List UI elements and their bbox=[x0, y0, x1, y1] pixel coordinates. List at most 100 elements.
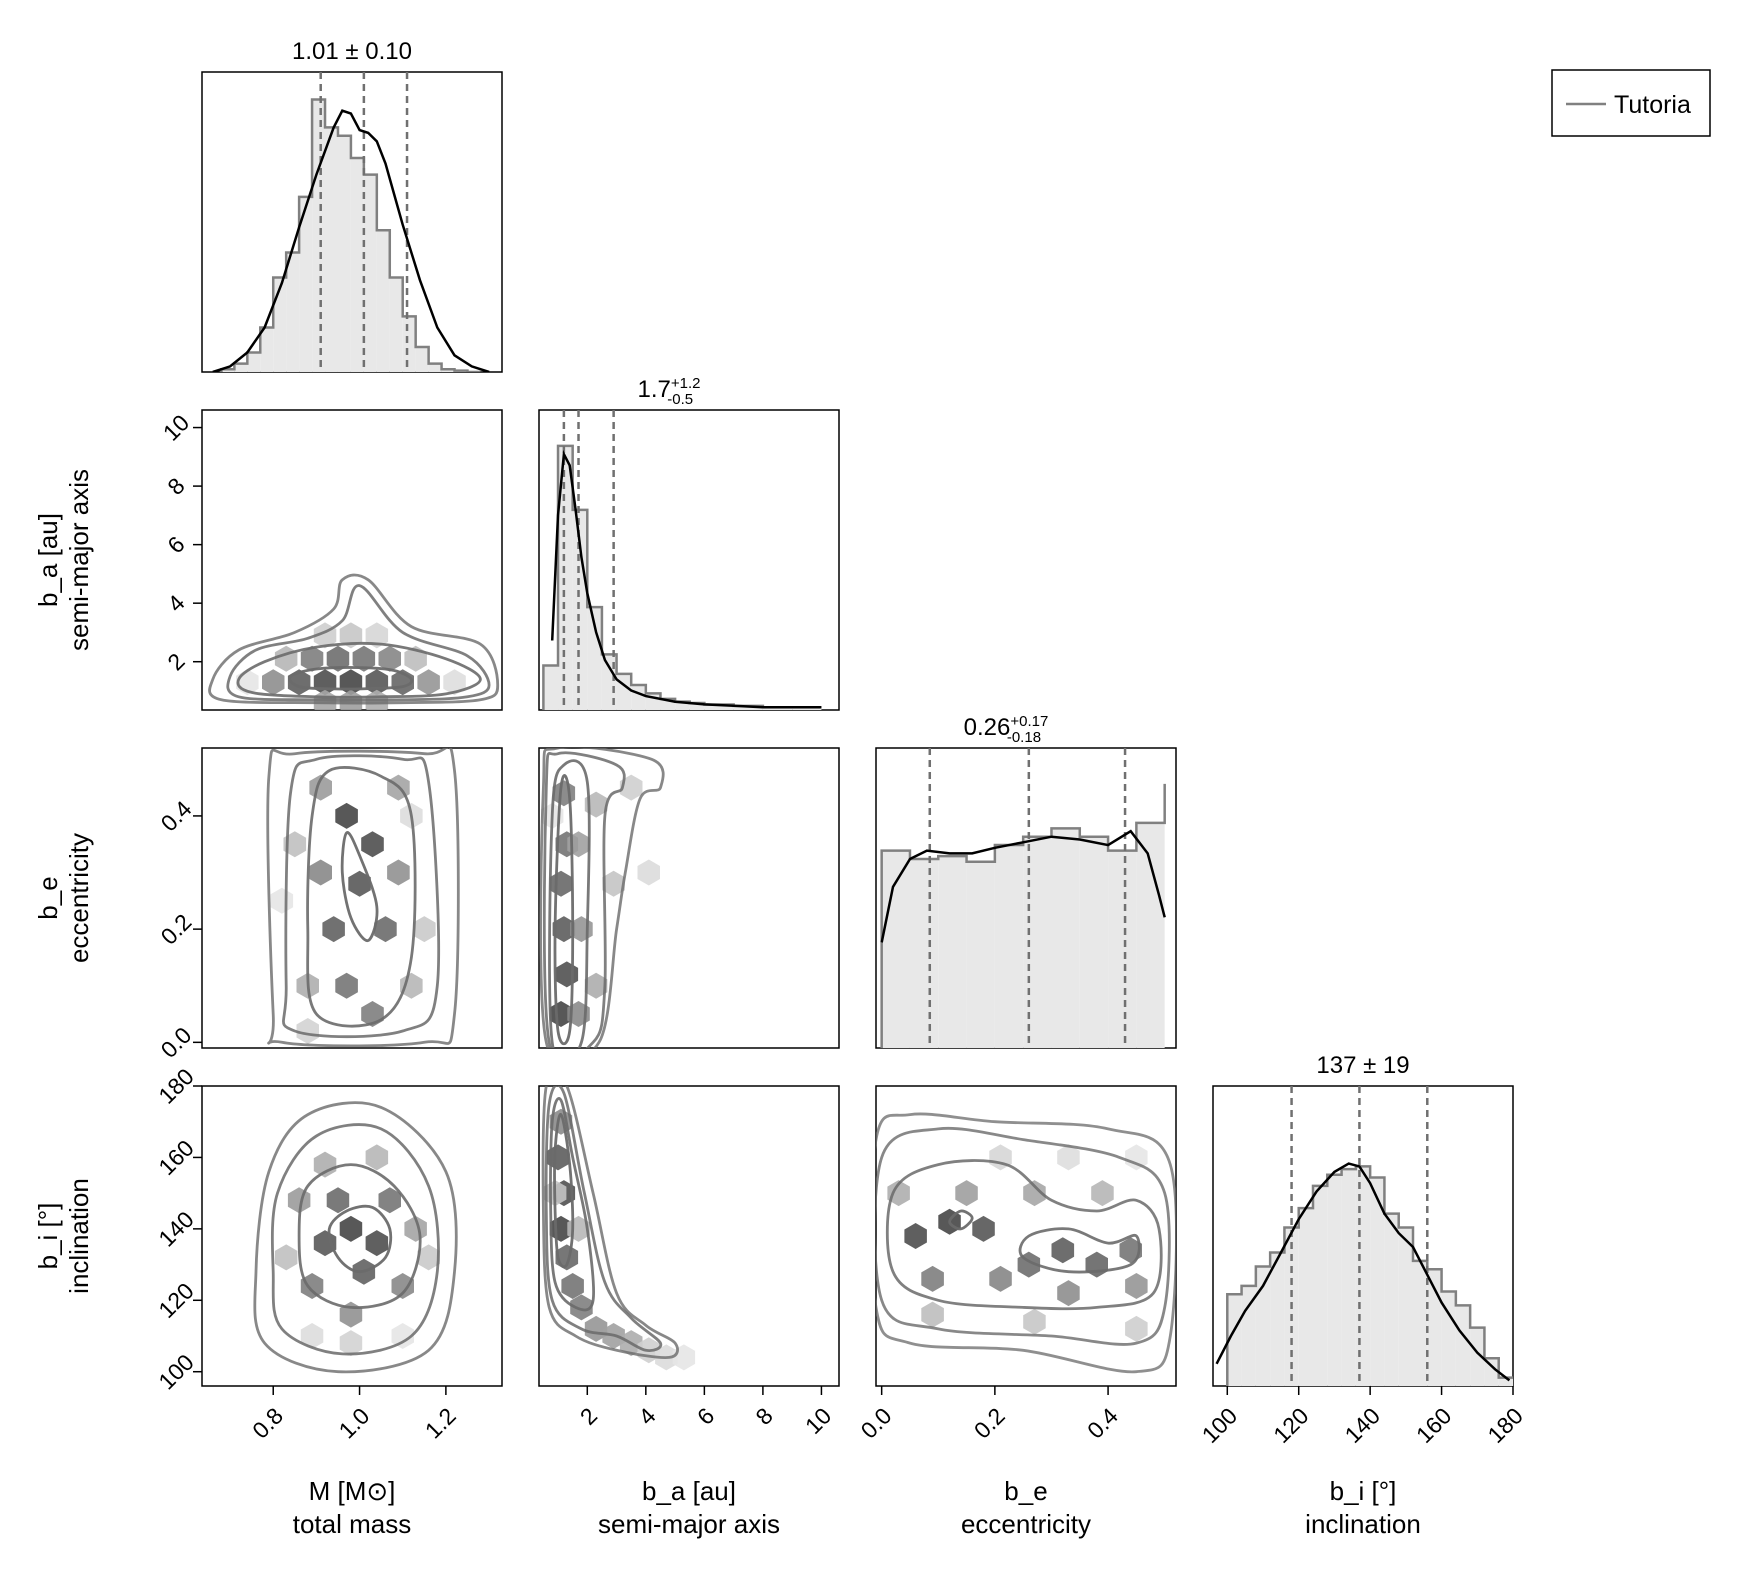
hexbin bbox=[1085, 1251, 1108, 1278]
contour-line bbox=[306, 766, 417, 1028]
hexbin bbox=[417, 669, 440, 696]
panel-title-i: 137 ± 19 bbox=[1316, 1052, 1409, 1079]
hist-bar bbox=[273, 277, 287, 372]
hexbin bbox=[921, 1301, 944, 1328]
x-axis-sublabel: semi-major axis bbox=[598, 1509, 780, 1539]
y-axis-sublabel: inclination bbox=[64, 1178, 94, 1294]
hexbin bbox=[378, 645, 401, 672]
kde-curve bbox=[1215, 1162, 1511, 1382]
hist-bar bbox=[966, 861, 995, 1048]
x-tick-label: 0.0 bbox=[856, 1403, 897, 1444]
contour-line bbox=[282, 754, 441, 1039]
summary-sup: +0.17 bbox=[1010, 713, 1048, 730]
y-tick-label: 140 bbox=[153, 1206, 199, 1252]
panel-title-e: 0.26+0.17 -0.18 bbox=[964, 713, 1049, 746]
hexbin bbox=[555, 961, 579, 988]
contour-line bbox=[340, 831, 379, 942]
x-tick-label: 10 bbox=[800, 1403, 836, 1439]
contour-line bbox=[208, 573, 500, 705]
x-tick-label: 180 bbox=[1482, 1403, 1528, 1449]
hist-bar bbox=[1441, 1291, 1456, 1386]
hexbin bbox=[972, 1215, 995, 1242]
hexbin bbox=[887, 1180, 910, 1207]
hexbin bbox=[549, 870, 573, 897]
hist-bar bbox=[402, 316, 416, 372]
hist-bar bbox=[234, 363, 248, 372]
hist-bar bbox=[733, 705, 763, 710]
hexbin bbox=[326, 1187, 350, 1214]
hexbin bbox=[296, 1018, 319, 1044]
hist-bar bbox=[1270, 1252, 1285, 1386]
hexbin bbox=[339, 1215, 363, 1242]
contour-line bbox=[541, 1086, 679, 1359]
hexbin bbox=[955, 1180, 978, 1207]
y-tick-label: 4 bbox=[162, 589, 190, 617]
x-tick-label: 120 bbox=[1268, 1403, 1314, 1449]
hexbin bbox=[374, 916, 397, 943]
hist-bar bbox=[312, 99, 326, 372]
hist-bar bbox=[1498, 1377, 1513, 1386]
hist-bar bbox=[415, 346, 429, 372]
panel-title-M: 1.01 ± 0.10 bbox=[292, 38, 412, 65]
hexbin bbox=[378, 1187, 401, 1214]
hexbin bbox=[348, 870, 371, 897]
hist-bar bbox=[1413, 1260, 1428, 1386]
legend-entry: Tutoria bbox=[1614, 91, 1691, 119]
x-tick-label: 0.2 bbox=[969, 1403, 1010, 1444]
pair-panel-M-e bbox=[266, 748, 460, 1048]
frame-M-a bbox=[201, 409, 503, 711]
hexbin bbox=[365, 622, 389, 649]
contour-line bbox=[544, 1086, 663, 1352]
hexbin bbox=[413, 916, 436, 943]
contour-line bbox=[885, 1159, 1163, 1311]
contour-line bbox=[549, 1097, 595, 1312]
kde-curve bbox=[880, 829, 1166, 943]
hexbin bbox=[904, 1223, 927, 1249]
x-tick-label: 4 bbox=[633, 1402, 661, 1430]
hist-bar bbox=[1327, 1174, 1342, 1386]
hexbin bbox=[1057, 1280, 1080, 1307]
hist-bar bbox=[325, 127, 338, 372]
hist-bar bbox=[558, 445, 573, 710]
hexbin bbox=[443, 669, 466, 696]
summary-main: 0.26 bbox=[964, 714, 1011, 741]
hist-panel-i bbox=[1215, 1086, 1513, 1386]
hist-bar bbox=[938, 856, 967, 1048]
y-axis-sublabel: eccentricity bbox=[64, 833, 94, 963]
hist-bar bbox=[1255, 1266, 1271, 1386]
pair-panel-e-i bbox=[876, 1112, 1176, 1374]
contour-line bbox=[876, 1112, 1176, 1374]
x-axis-label: b_a [au] bbox=[642, 1476, 736, 1506]
hist-bar bbox=[337, 135, 351, 372]
x-tick-label: 0.8 bbox=[247, 1403, 288, 1444]
x-tick-label: 100 bbox=[1197, 1403, 1243, 1449]
hist-bar bbox=[1051, 828, 1080, 1048]
contour-line bbox=[236, 641, 482, 699]
contour-line bbox=[948, 1209, 974, 1231]
hexbin bbox=[391, 1323, 414, 1349]
frame-a-i bbox=[538, 1085, 840, 1387]
hexbin bbox=[300, 1273, 324, 1299]
hist-bar bbox=[1023, 836, 1052, 1048]
hexbin bbox=[339, 1330, 363, 1357]
contour-line bbox=[553, 774, 575, 1046]
kde-curve bbox=[212, 109, 490, 372]
hist-bar bbox=[1370, 1177, 1385, 1386]
hexbin bbox=[546, 1144, 570, 1171]
y-tick-label: 10 bbox=[158, 409, 194, 445]
hist-bar bbox=[1455, 1305, 1471, 1386]
x-axis-sublabel: total mass bbox=[293, 1509, 412, 1539]
panel-title-a: 1.7+1.2 -0.5 bbox=[638, 375, 701, 408]
hist-bar bbox=[660, 698, 676, 710]
hexbin bbox=[1125, 1273, 1148, 1299]
hist-bar bbox=[1298, 1208, 1313, 1386]
y-tick-label: 160 bbox=[153, 1135, 199, 1181]
y-tick-label: 6 bbox=[162, 531, 189, 558]
x-tick-label: 8 bbox=[750, 1403, 777, 1430]
contour-line bbox=[253, 1101, 458, 1374]
hexbin bbox=[619, 774, 643, 801]
hist-bar bbox=[1079, 836, 1109, 1048]
hexbin bbox=[561, 1273, 584, 1299]
hexbin bbox=[335, 802, 358, 829]
hexbin bbox=[417, 1244, 440, 1271]
